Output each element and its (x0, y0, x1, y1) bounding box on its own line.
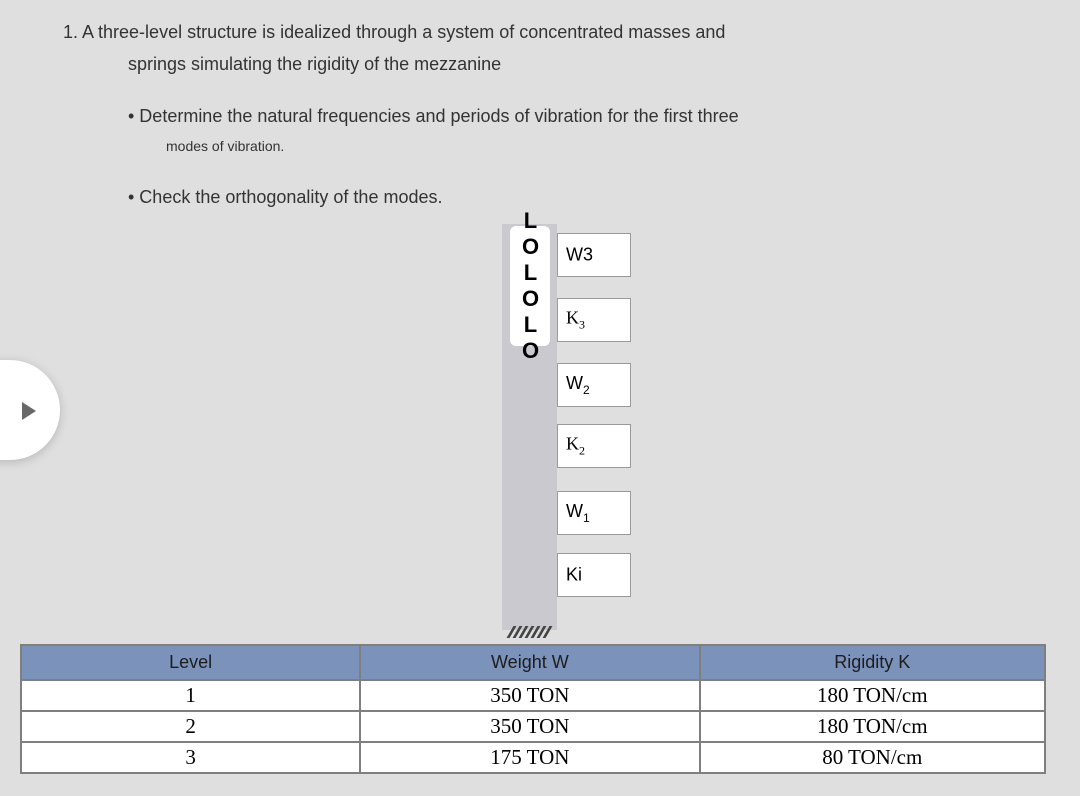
cell-rigidity: 180 TON/cm (700, 680, 1045, 711)
mass-box-2: W2 (557, 363, 631, 407)
ground-hatch (510, 625, 552, 637)
bullet2: • Check the orthogonality of the modes. (128, 187, 442, 208)
spring-box-3: K3 (557, 298, 631, 342)
cell-weight: 350 TON (360, 680, 699, 711)
problem-line2: springs simulating the rigidity of the m… (128, 54, 501, 75)
spring-box-2: K2 (557, 424, 631, 468)
label-ki: Ki (566, 565, 582, 586)
side-expand-button[interactable] (0, 360, 60, 460)
header-rigidity: Rigidity K (700, 645, 1045, 680)
cell-level: 1 (21, 680, 360, 711)
table-row: 3 175 TON 80 TON/cm (21, 742, 1045, 773)
label-w2: W2 (566, 373, 590, 397)
mass-box-1: W1 (557, 491, 631, 535)
cell-level: 3 (21, 742, 360, 773)
label-w3: W3 (566, 245, 593, 266)
spring-box-1: Ki (557, 553, 631, 597)
header-weight: Weight W (360, 645, 699, 680)
bullet1-line2: modes of vibration. (166, 138, 284, 154)
data-table: Level Weight W Rigidity K 1 350 TON 180 … (20, 644, 1046, 774)
label-w1: W1 (566, 501, 590, 525)
table-header-row: Level Weight W Rigidity K (21, 645, 1045, 680)
cell-weight: 350 TON (360, 711, 699, 742)
table-row: 2 350 TON 180 TON/cm (21, 711, 1045, 742)
header-level: Level (21, 645, 360, 680)
cell-weight: 175 TON (360, 742, 699, 773)
label-k2: K2 (566, 434, 585, 459)
vertical-axis-label: LOLOLO (510, 226, 550, 346)
bullet1-line1: • Determine the natural frequencies and … (128, 106, 739, 127)
table-row: 1 350 TON 180 TON/cm (21, 680, 1045, 711)
problem-line1: 1. A three-level structure is idealized … (63, 22, 725, 43)
mass-box-3: W3 (557, 233, 631, 277)
cell-level: 2 (21, 711, 360, 742)
cell-rigidity: 180 TON/cm (700, 711, 1045, 742)
label-k3: K3 (566, 308, 585, 333)
cell-rigidity: 80 TON/cm (700, 742, 1045, 773)
